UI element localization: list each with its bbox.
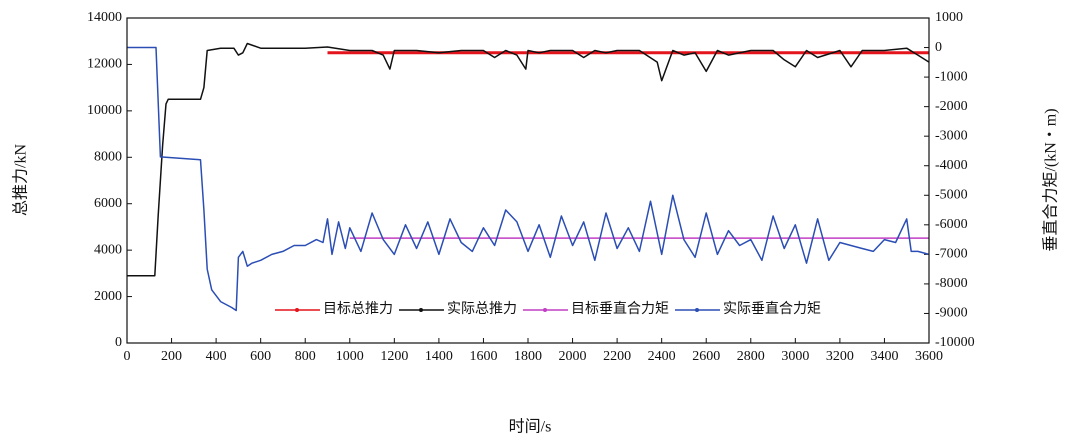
y2-tick-label: 0 [935, 40, 942, 55]
x-tick-label: 2600 [692, 349, 720, 364]
y2-tick-label: -4000 [935, 158, 968, 173]
y2-tick-label: 1000 [935, 10, 963, 25]
legend-marker [295, 308, 299, 312]
x-tick-label: 2000 [559, 349, 587, 364]
legend-label: 目标垂直合力矩 [571, 300, 669, 317]
legend-label: 实际总推力 [447, 301, 517, 317]
x-tick-label: 1400 [425, 349, 453, 364]
x-axis-title: 时间/s [509, 418, 552, 436]
x-tick-label: 3400 [870, 349, 898, 364]
x-tick-label: 600 [250, 349, 271, 364]
x-tick-label: 1200 [380, 349, 408, 364]
x-tick-label: 3000 [781, 349, 809, 364]
x-tick-label: 2800 [737, 349, 765, 364]
x-tick-label: 0 [124, 349, 131, 364]
y-tick-label: 10000 [87, 103, 122, 118]
y2-tick-label: -9000 [935, 306, 968, 321]
y2-tick-label: -1000 [935, 69, 968, 84]
y-tick-label: 6000 [94, 196, 122, 211]
legend-marker [419, 308, 423, 312]
y2-tick-label: -5000 [935, 187, 968, 202]
y2-tick-label: -6000 [935, 217, 968, 232]
x-tick-label: 200 [161, 349, 182, 364]
y-tick-label: 8000 [94, 150, 122, 165]
y-tick-label: 12000 [87, 57, 122, 72]
x-tick-label: 3600 [915, 349, 943, 364]
y2-axis-title: 垂直合力矩/(kN・m) [1042, 108, 1060, 251]
x-tick-label: 400 [206, 349, 227, 364]
y-axis-title: 总推力/kN [12, 144, 30, 216]
y-tick-label: 0 [115, 335, 122, 350]
y-tick-label: 14000 [87, 10, 122, 25]
y2-tick-label: -3000 [935, 128, 968, 143]
legend-marker [543, 308, 547, 312]
legend-label: 目标总推力 [323, 301, 393, 317]
y2-tick-label: -10000 [935, 335, 975, 350]
y-tick-label: 2000 [94, 289, 122, 304]
x-tick-label: 3200 [826, 349, 854, 364]
series-line [127, 46, 930, 312]
x-tick-label: 1800 [514, 349, 542, 364]
x-tick-label: 2200 [603, 349, 631, 364]
x-tick-label: 1600 [469, 349, 497, 364]
legend-marker [695, 308, 699, 312]
y-tick-label: 4000 [94, 242, 122, 257]
x-tick-label: 2400 [648, 349, 676, 364]
x-tick-label: 1000 [336, 349, 364, 364]
plot-frame [126, 17, 930, 344]
series-line [127, 42, 930, 277]
legend-label: 实际垂直合力矩 [723, 300, 821, 317]
y2-tick-label: -8000 [935, 276, 968, 291]
y2-tick-label: -7000 [935, 247, 968, 262]
y2-tick-label: -2000 [935, 99, 968, 114]
x-tick-label: 800 [295, 349, 316, 364]
